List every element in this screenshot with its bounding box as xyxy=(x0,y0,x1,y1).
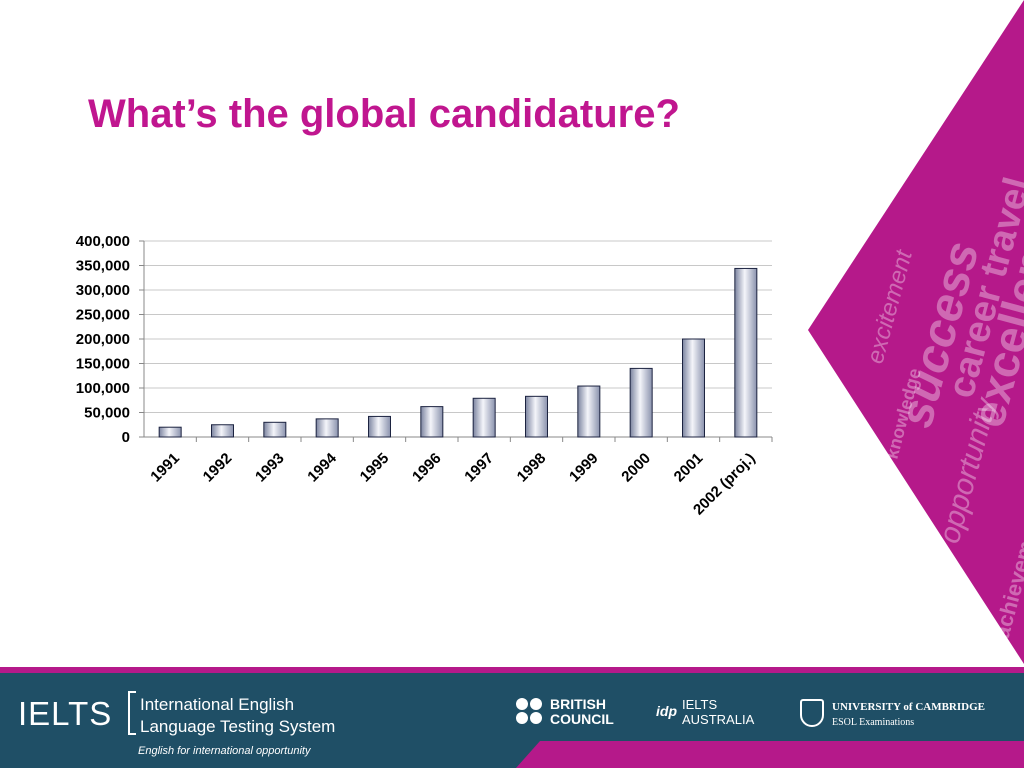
bar-1991 xyxy=(158,426,182,438)
y-tick-label: 350,000 xyxy=(76,258,130,275)
ielts-name-line2: Language Testing System xyxy=(140,717,336,736)
bar-2000 xyxy=(629,367,653,438)
bar-1992 xyxy=(211,424,234,438)
bar-1997 xyxy=(472,397,496,438)
bar-1998 xyxy=(525,395,548,438)
ielts-name-line1: International English xyxy=(140,695,295,714)
bar-1999 xyxy=(577,385,601,438)
idp-logo: idp xyxy=(656,703,677,719)
y-tick-label: 300,000 xyxy=(76,282,130,299)
ielts-australia-line1: IELTS xyxy=(682,697,718,712)
y-tick-label: 0 xyxy=(122,429,130,446)
bar-1996 xyxy=(420,406,444,438)
ielts-logo: IELTS xyxy=(18,695,113,732)
bar-2002-proj- xyxy=(734,267,758,438)
british-council-line2: COUNCIL xyxy=(550,711,614,727)
ielts-tagline: English for international opportunity xyxy=(138,745,311,757)
gridlines xyxy=(144,240,772,413)
bar-2001 xyxy=(682,338,705,438)
cambridge-line2: ESOL Examinations xyxy=(832,717,915,728)
wedge-shape xyxy=(808,0,1024,664)
y-tick-label: 200,000 xyxy=(76,331,130,348)
bars xyxy=(158,267,758,438)
y-tick-label: 50,000 xyxy=(84,405,130,422)
y-tick-labels: 0 50,000 100,000 150,000 200,000 250,000 300,0… xyxy=(76,233,130,446)
axes xyxy=(139,240,773,442)
bar-1994 xyxy=(315,418,339,438)
british-council-icon xyxy=(516,698,546,724)
cambridge-line1: UNIVERSITY of CAMBRIDGE xyxy=(832,701,985,713)
bar-1995 xyxy=(368,415,391,438)
y-tick-label: 150,000 xyxy=(76,356,130,373)
cambridge-crest-icon xyxy=(800,699,824,727)
slide-title: What’s the global candidature? xyxy=(88,92,680,136)
bar-chart: 0 50,000 100,000 150,000 200,000 250,000 300,0… xyxy=(76,233,773,518)
british-council-line1: BRITISH xyxy=(550,696,606,712)
ielts-bracket xyxy=(128,691,136,735)
ielts-australia-line2: AUSTRALIA xyxy=(682,712,755,727)
bar-1993 xyxy=(263,421,287,438)
y-tick-label: 250,000 xyxy=(76,307,130,324)
y-tick-label: 100,000 xyxy=(76,380,130,397)
y-tick-label: 400,000 xyxy=(76,233,130,250)
